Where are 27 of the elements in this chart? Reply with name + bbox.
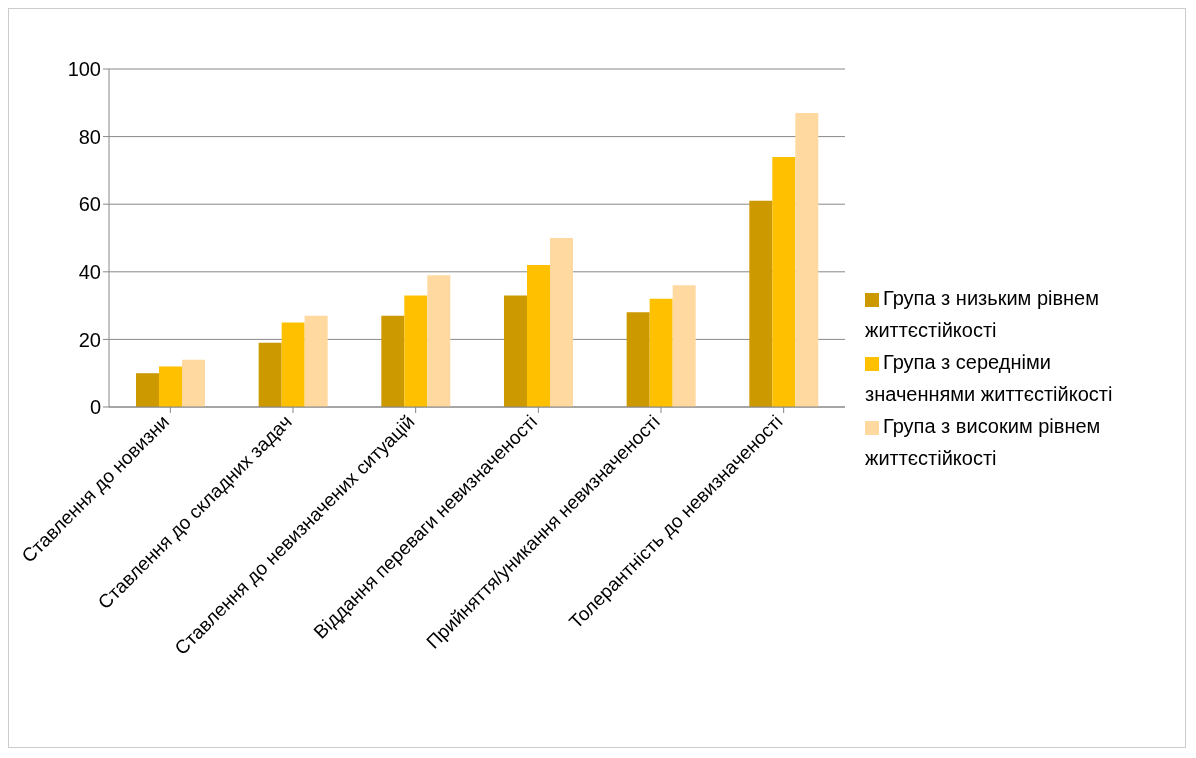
legend-label: Група з низьким рівнем життєстійкості: [865, 287, 1099, 341]
bar: [549, 238, 573, 407]
bar: [258, 342, 282, 407]
bar: [135, 373, 159, 407]
bar: [503, 295, 527, 407]
bar: [304, 315, 328, 407]
bar: [281, 322, 305, 407]
bar: [526, 265, 550, 407]
bar: [626, 312, 650, 407]
y-tick-label: 60: [78, 193, 101, 216]
y-tick-label: 80: [78, 125, 101, 148]
bar: [672, 285, 696, 407]
bar: [158, 366, 182, 407]
y-tick-label: 40: [78, 260, 101, 283]
bar: [749, 200, 773, 407]
bar: [404, 295, 428, 407]
y-tick-label: 20: [78, 328, 101, 351]
legend-label: Група з високим рівнем життєстійкості: [865, 415, 1101, 469]
bar: [427, 275, 451, 407]
bar: [649, 298, 673, 407]
y-tick-label: 100: [67, 58, 101, 81]
bar: [772, 156, 796, 407]
bar: [381, 315, 405, 407]
bar: [795, 112, 819, 407]
legend-label: Група з середніми значеннями життєстійкості: [865, 351, 1113, 405]
bar: [181, 359, 205, 407]
y-tick-label: 0: [89, 396, 101, 419]
